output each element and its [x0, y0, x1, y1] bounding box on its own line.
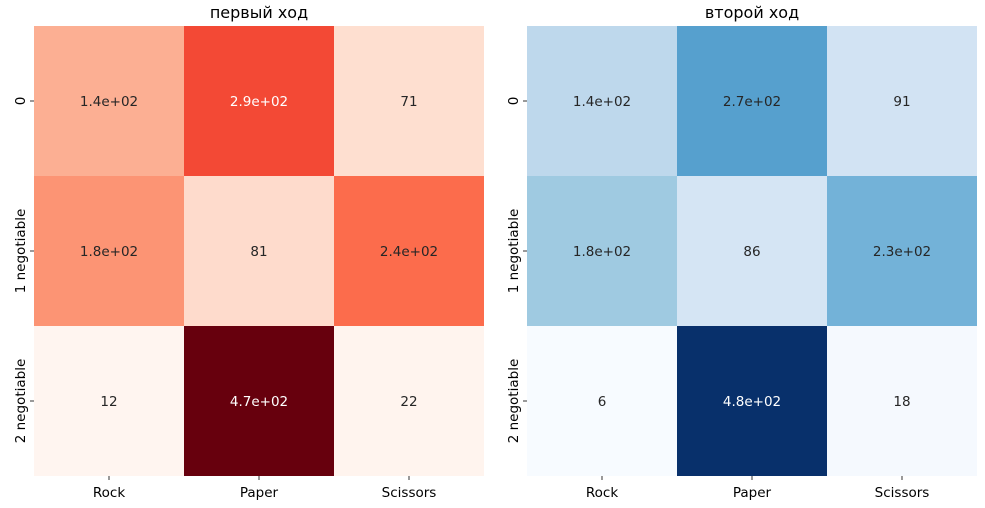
y-tick-label: 0 [506, 97, 522, 106]
cell-value-label: 2.3e+02 [873, 244, 931, 260]
cell-value-label: 1.4e+02 [573, 94, 631, 110]
x-tick-label: Paper [240, 485, 279, 501]
chart-title: первый ход [210, 3, 308, 22]
heatmap-cell [527, 176, 677, 326]
heatmap-cell [34, 176, 184, 326]
heatmap-cell [677, 26, 827, 176]
heatmap-cell [827, 26, 977, 176]
cell-value-label: 2.7e+02 [723, 94, 781, 110]
heatmap-cell [677, 176, 827, 326]
x-tick-label: Scissors [875, 485, 930, 501]
cell-value-label: 81 [250, 244, 267, 260]
cell-value-label: 6 [598, 394, 607, 410]
y-tick-label: 2 negotiable [13, 359, 29, 444]
x-tick-label: Scissors [382, 485, 437, 501]
heatmap-cell [334, 176, 484, 326]
y-tick-label: 0 [13, 97, 29, 106]
cell-value-label: 1.8e+02 [573, 244, 631, 260]
heatmap-cell [34, 26, 184, 176]
cell-value-label: 1.8e+02 [80, 244, 138, 260]
x-tick-label: Rock [93, 485, 125, 501]
heatmap-panel-0: первый ход 1.4e+02 2.9e+02 71 1.8e+02 81 2.4e+… [13, 3, 484, 501]
y-tick-label: 1 negotiable [13, 209, 29, 294]
heatmap-panel-1: второй ход 1.4e+02 2.7e+02 91 1.8e+02 86 2.3e+… [506, 3, 977, 501]
heatmap-cell [184, 326, 334, 476]
cell-value-label: 12 [100, 394, 117, 410]
cell-value-label: 71 [400, 94, 417, 110]
heatmap-cell [827, 176, 977, 326]
y-tick-label: 2 negotiable [506, 359, 522, 444]
heatmap-cell [34, 326, 184, 476]
cell-value-label: 4.7e+02 [230, 394, 288, 410]
cell-value-label: 4.8e+02 [723, 394, 781, 410]
x-tick-label: Paper [733, 485, 772, 501]
heatmap-cell [184, 26, 334, 176]
heatmap-cell [527, 26, 677, 176]
x-tick-label: Rock [586, 485, 618, 501]
heatmap-cell [677, 326, 827, 476]
chart-title: второй ход [705, 3, 799, 22]
cell-value-label: 18 [893, 394, 910, 410]
cell-value-label: 22 [400, 394, 417, 410]
cell-value-label: 2.9e+02 [230, 94, 288, 110]
cell-value-label: 1.4e+02 [80, 94, 138, 110]
heatmap-cell [184, 176, 334, 326]
y-tick-label: 1 negotiable [506, 209, 522, 294]
cell-value-label: 2.4e+02 [380, 244, 438, 260]
heatmap-cell [527, 326, 677, 476]
heatmap-cell [334, 26, 484, 176]
heatmap-cell [827, 326, 977, 476]
cell-value-label: 86 [743, 244, 760, 260]
cell-value-label: 91 [893, 94, 910, 110]
heatmap-cell [334, 326, 484, 476]
